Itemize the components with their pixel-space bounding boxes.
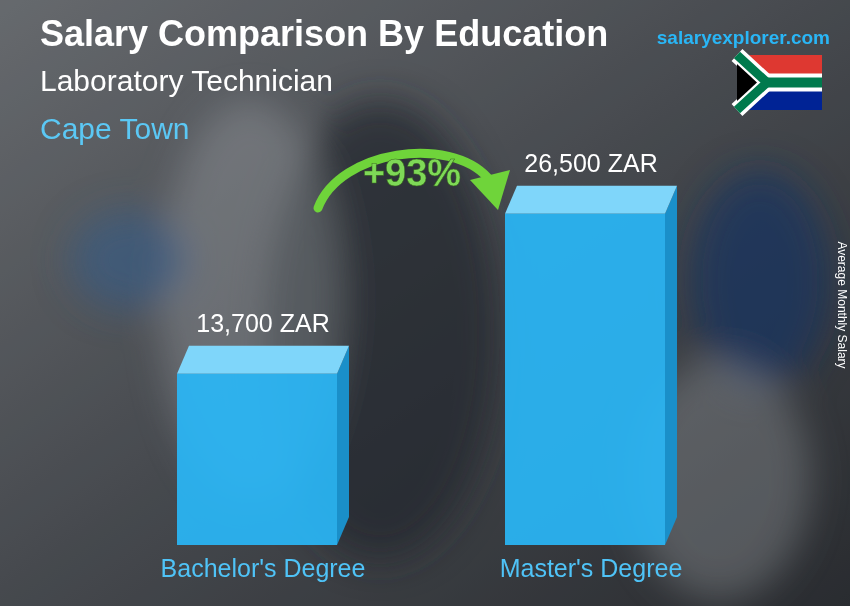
growth-label: +93% xyxy=(363,152,461,194)
location: Cape Town xyxy=(40,112,190,145)
site: salaryexplorer.com xyxy=(657,27,830,48)
flag-white-bar xyxy=(767,74,822,92)
y-label: Average Monthly Salary xyxy=(835,241,849,368)
bar-side xyxy=(337,346,349,545)
category-label: Master's Degree xyxy=(500,554,683,582)
flag-black xyxy=(737,64,757,101)
bar xyxy=(177,374,337,545)
background xyxy=(0,0,850,606)
flag-white xyxy=(737,55,767,110)
flag-green-bar xyxy=(767,78,822,88)
flag-green xyxy=(737,55,767,110)
data-label: 13,700 ZAR xyxy=(196,309,329,337)
flag xyxy=(737,55,822,110)
bar xyxy=(505,214,665,545)
bars xyxy=(177,186,677,545)
chart: Salary Comparison By Education Laboratory… xyxy=(0,0,850,606)
title: Salary Comparison By Education xyxy=(40,13,608,54)
bar-side xyxy=(665,186,677,545)
bar-group xyxy=(177,346,349,545)
bar-group xyxy=(505,186,677,545)
bar-top xyxy=(505,186,677,214)
background-shade xyxy=(0,0,850,606)
category-label: Bachelor's Degree xyxy=(161,554,366,582)
labels: 13,700 ZAR Bachelor's Degree 26,500 ZAR Mas… xyxy=(161,149,683,582)
subtitle: Laboratory Technician xyxy=(40,64,333,97)
flag-blue xyxy=(737,55,822,110)
data-label: 26,500 ZAR xyxy=(524,149,657,177)
bar-top xyxy=(177,346,349,374)
arrow-head xyxy=(470,170,510,210)
flag-gold xyxy=(737,55,767,110)
